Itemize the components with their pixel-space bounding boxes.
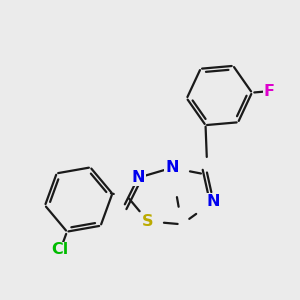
Text: F: F (264, 84, 274, 99)
Text: N: N (165, 160, 178, 175)
Text: Cl: Cl (52, 242, 69, 257)
Text: N: N (207, 194, 220, 209)
Text: S: S (142, 214, 154, 229)
Text: N: N (131, 170, 145, 185)
